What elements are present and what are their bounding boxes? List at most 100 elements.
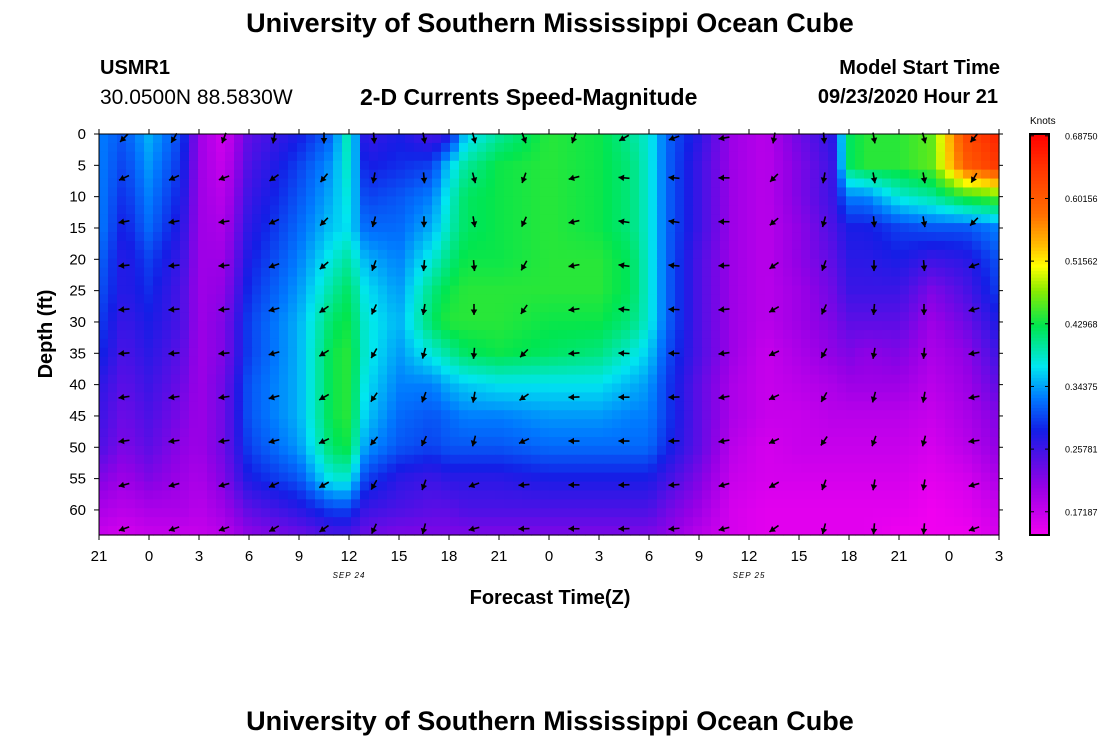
heatmap-cell — [774, 356, 784, 367]
heatmap-cell — [441, 490, 451, 500]
heatmap-cell — [711, 392, 721, 402]
heatmap-cell — [603, 258, 613, 269]
heatmap-cell — [684, 383, 694, 394]
heatmap-cell — [783, 517, 793, 527]
heatmap-cell — [198, 481, 208, 492]
heatmap-cell — [774, 401, 784, 411]
heatmap-cell — [891, 276, 901, 287]
heatmap-cell — [144, 276, 154, 287]
heatmap-cell — [819, 240, 829, 251]
heatmap-cell — [747, 419, 757, 429]
heatmap-cell — [261, 383, 271, 394]
heatmap-cell — [324, 276, 334, 287]
heatmap-cell — [702, 365, 712, 376]
heatmap-cell — [522, 356, 532, 367]
heatmap-cell — [738, 160, 748, 171]
heatmap-cell — [126, 508, 136, 518]
heatmap-cell — [333, 142, 343, 153]
heatmap-cell — [288, 517, 298, 527]
heatmap-cell — [666, 383, 676, 394]
heatmap-cell — [180, 276, 190, 287]
heatmap-cell — [630, 321, 640, 331]
heatmap-cell — [243, 178, 253, 189]
heatmap-cell — [477, 338, 487, 349]
heatmap-cell — [216, 401, 226, 411]
heatmap-cell — [441, 276, 451, 287]
heatmap-cell — [792, 410, 802, 420]
colorbar-swatch — [1030, 271, 1049, 275]
heatmap-cell — [216, 134, 226, 144]
heatmap-cell — [117, 374, 127, 385]
heatmap-cell — [369, 330, 379, 340]
heatmap-cell — [441, 347, 451, 358]
heatmap-cell — [252, 490, 262, 500]
heatmap-cell — [873, 499, 883, 509]
heatmap-cell — [675, 214, 685, 224]
heatmap-cell — [369, 276, 379, 287]
heatmap-cell — [918, 249, 928, 260]
colorbar-swatch — [1030, 397, 1049, 402]
heatmap-cell — [684, 499, 694, 509]
heatmap-cell — [972, 276, 982, 287]
heatmap-cell — [621, 232, 631, 242]
heatmap-cell — [324, 490, 334, 500]
heatmap-cell — [963, 240, 973, 251]
heatmap-cell — [828, 303, 838, 313]
heatmap-cell — [702, 499, 712, 509]
heatmap-cell — [702, 151, 712, 162]
heatmap-cell — [909, 276, 919, 287]
current-vectors — [118, 132, 980, 535]
heatmap-cell — [567, 401, 577, 411]
heatmap-cell — [225, 151, 235, 162]
heatmap-cell — [171, 517, 181, 527]
heatmap-cell — [342, 338, 352, 349]
heatmap-cell — [585, 445, 595, 456]
heatmap-cell — [792, 169, 802, 180]
heatmap-cell — [234, 347, 244, 358]
heatmap-cell — [180, 436, 190, 447]
heatmap-cell — [765, 445, 775, 456]
heatmap-cell — [729, 347, 739, 358]
heatmap-cell — [666, 445, 676, 456]
colorbar-swatch — [1030, 394, 1049, 399]
heatmap-cell — [576, 160, 586, 171]
heatmap-cell — [711, 267, 721, 278]
heatmap-cell — [666, 490, 676, 500]
heatmap-cell — [351, 347, 361, 358]
heatmap-cell — [864, 347, 874, 358]
heatmap-cell — [882, 267, 892, 278]
heatmap-cell — [378, 517, 388, 527]
heatmap-cell — [243, 312, 253, 322]
heatmap-cell — [774, 454, 784, 465]
heatmap-cell — [441, 508, 451, 518]
heatmap-cell — [162, 285, 172, 295]
heatmap-cell — [792, 526, 802, 536]
heatmap-cell — [297, 383, 307, 394]
heatmap-cell — [819, 196, 829, 206]
heatmap-cell — [702, 356, 712, 367]
heatmap-cell — [675, 517, 685, 527]
heatmap-cell — [837, 196, 847, 206]
heatmap-cell — [351, 151, 361, 162]
colorbar-swatch — [1030, 514, 1049, 519]
y-tick-label: 30 — [69, 314, 86, 331]
heatmap-cell — [477, 214, 487, 224]
heatmap-cell — [234, 151, 244, 162]
heatmap-cell — [162, 240, 172, 251]
heatmap-cell — [459, 454, 469, 465]
heatmap-cell — [738, 240, 748, 251]
heatmap-cell — [972, 321, 982, 331]
heatmap-cell — [387, 240, 397, 251]
heatmap-cell — [963, 214, 973, 224]
heatmap-cell — [873, 214, 883, 224]
heatmap-cell — [846, 472, 856, 483]
heatmap-cell — [324, 205, 334, 215]
heatmap-cell — [288, 276, 298, 287]
heatmap-cell — [531, 214, 541, 224]
heatmap-cell — [810, 321, 820, 331]
heatmap-cell — [405, 285, 415, 295]
heatmap-cell — [108, 249, 118, 260]
heatmap-cell — [981, 365, 991, 376]
heatmap-cell — [432, 142, 442, 153]
heatmap-cell — [477, 160, 487, 171]
